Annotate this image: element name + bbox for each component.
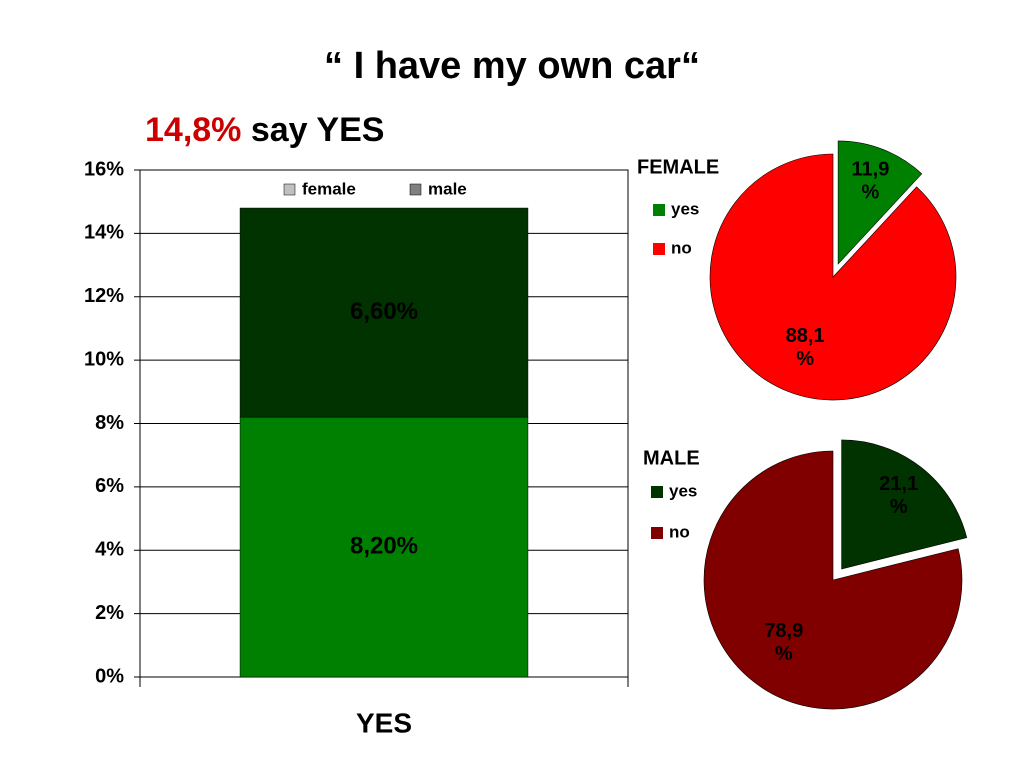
- pie-slice: [837, 140, 923, 265]
- slide-title: “ I have my own car“: [324, 45, 700, 87]
- legend-swatch: [653, 204, 665, 216]
- subtitle-highlight: 14,8%: [145, 111, 241, 149]
- pie-title: FEMALE: [637, 156, 719, 178]
- pie-label: 78,9%: [764, 620, 803, 665]
- y-tick-label: 16%: [84, 158, 124, 180]
- legend-label: yes: [671, 199, 699, 218]
- y-tick-label: 4%: [95, 539, 124, 561]
- bar-segment: [239, 207, 529, 418]
- y-tick-label: 10%: [84, 348, 124, 370]
- subtitle-rest: say YES: [251, 111, 385, 149]
- y-tick-label: 12%: [84, 285, 124, 307]
- y-tick-label: 0%: [95, 665, 124, 687]
- legend-label: no: [671, 238, 692, 257]
- pie-title: MALE: [643, 447, 700, 469]
- legend-label: male: [428, 179, 467, 198]
- legend-swatch: [653, 243, 665, 255]
- y-tick-label: 8%: [95, 412, 124, 434]
- data-label: 8,20%: [350, 532, 418, 559]
- y-tick-label: 2%: [95, 602, 124, 624]
- pie-label: 88,1%: [786, 325, 825, 370]
- legend-swatch: [409, 183, 422, 196]
- pie-slice: [709, 153, 957, 401]
- legend-label: no: [669, 522, 690, 541]
- legend-swatch: [651, 486, 663, 498]
- pie-label: 21,1%: [879, 473, 918, 518]
- y-tick-label: 6%: [95, 475, 124, 497]
- legend-label: female: [302, 179, 356, 198]
- pie-label: 11,9%: [852, 159, 890, 204]
- data-label: 6,60%: [350, 298, 418, 325]
- pie-slice: [841, 439, 968, 570]
- subtitle: 14,8% say YES: [145, 111, 384, 149]
- bar-segment: [239, 416, 529, 678]
- legend-swatch: [651, 527, 663, 539]
- y-tick-label: 14%: [84, 222, 124, 244]
- legend-label: yes: [669, 481, 697, 500]
- legend-swatch: [283, 183, 296, 196]
- pie-slice: [703, 450, 963, 710]
- x-tick-label: YES: [356, 707, 412, 738]
